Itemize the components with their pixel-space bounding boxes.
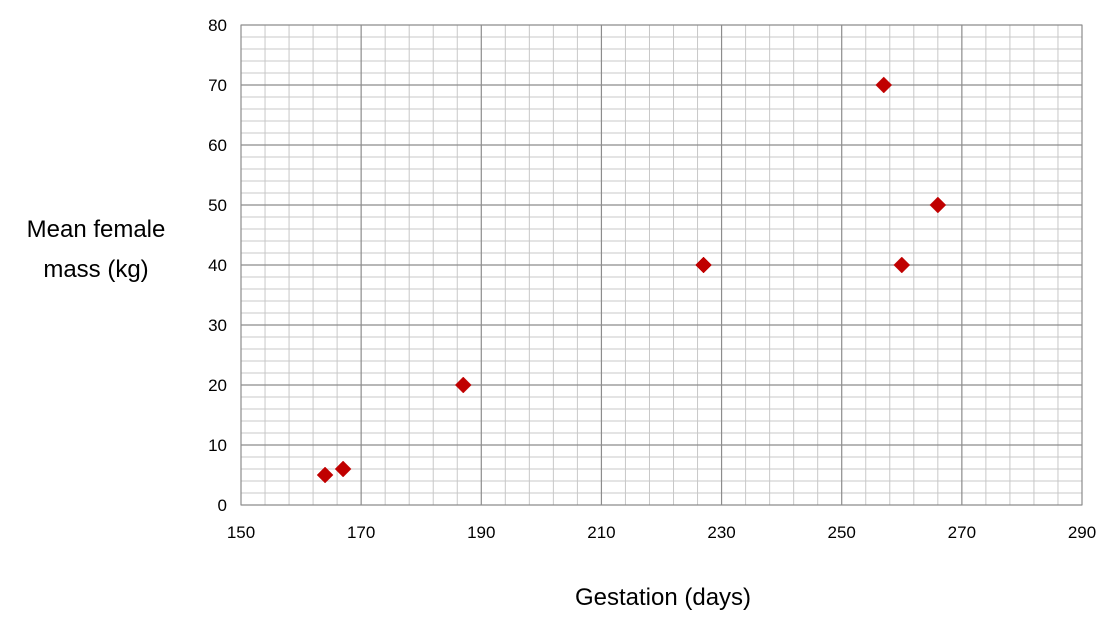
x-tick-label: 270 — [948, 523, 976, 542]
x-tick-label: 170 — [347, 523, 375, 542]
x-tick-label: 150 — [227, 523, 255, 542]
y-tick-label: 50 — [208, 196, 227, 215]
x-tick-label: 190 — [467, 523, 495, 542]
x-tick-label: 230 — [707, 523, 735, 542]
plot-area-frame — [240, 24, 1083, 506]
y-axis-title-line-2: mass (kg) — [43, 256, 148, 283]
data-point — [334, 460, 352, 478]
y-tick-label: 40 — [208, 256, 227, 275]
x-axis-title: Gestation (days) — [575, 584, 751, 611]
data-point — [454, 376, 472, 394]
x-tick-label: 210 — [587, 523, 615, 542]
y-axis-title-line-1: Mean female — [27, 216, 166, 243]
x-axis-tick-labels: 150 170 190 210 230 250 270 290 — [227, 523, 1096, 542]
data-point — [695, 256, 712, 274]
y-axis-tick-labels: 0 10 20 30 40 50 60 70 80 — [208, 16, 227, 515]
x-tick-label: 290 — [1068, 523, 1096, 542]
data-point — [929, 196, 947, 214]
x-tick-label: 250 — [828, 523, 856, 542]
y-tick-label: 70 — [208, 76, 227, 95]
y-tick-label: 30 — [208, 316, 227, 335]
y-tick-label: 60 — [208, 136, 227, 155]
data-point — [875, 76, 893, 94]
y-tick-label: 0 — [218, 496, 227, 515]
y-tick-label: 20 — [208, 376, 227, 395]
data-points — [316, 76, 947, 484]
data-point — [893, 256, 911, 274]
y-tick-label: 80 — [208, 16, 227, 35]
data-point — [316, 466, 334, 484]
y-tick-label: 10 — [208, 436, 227, 455]
